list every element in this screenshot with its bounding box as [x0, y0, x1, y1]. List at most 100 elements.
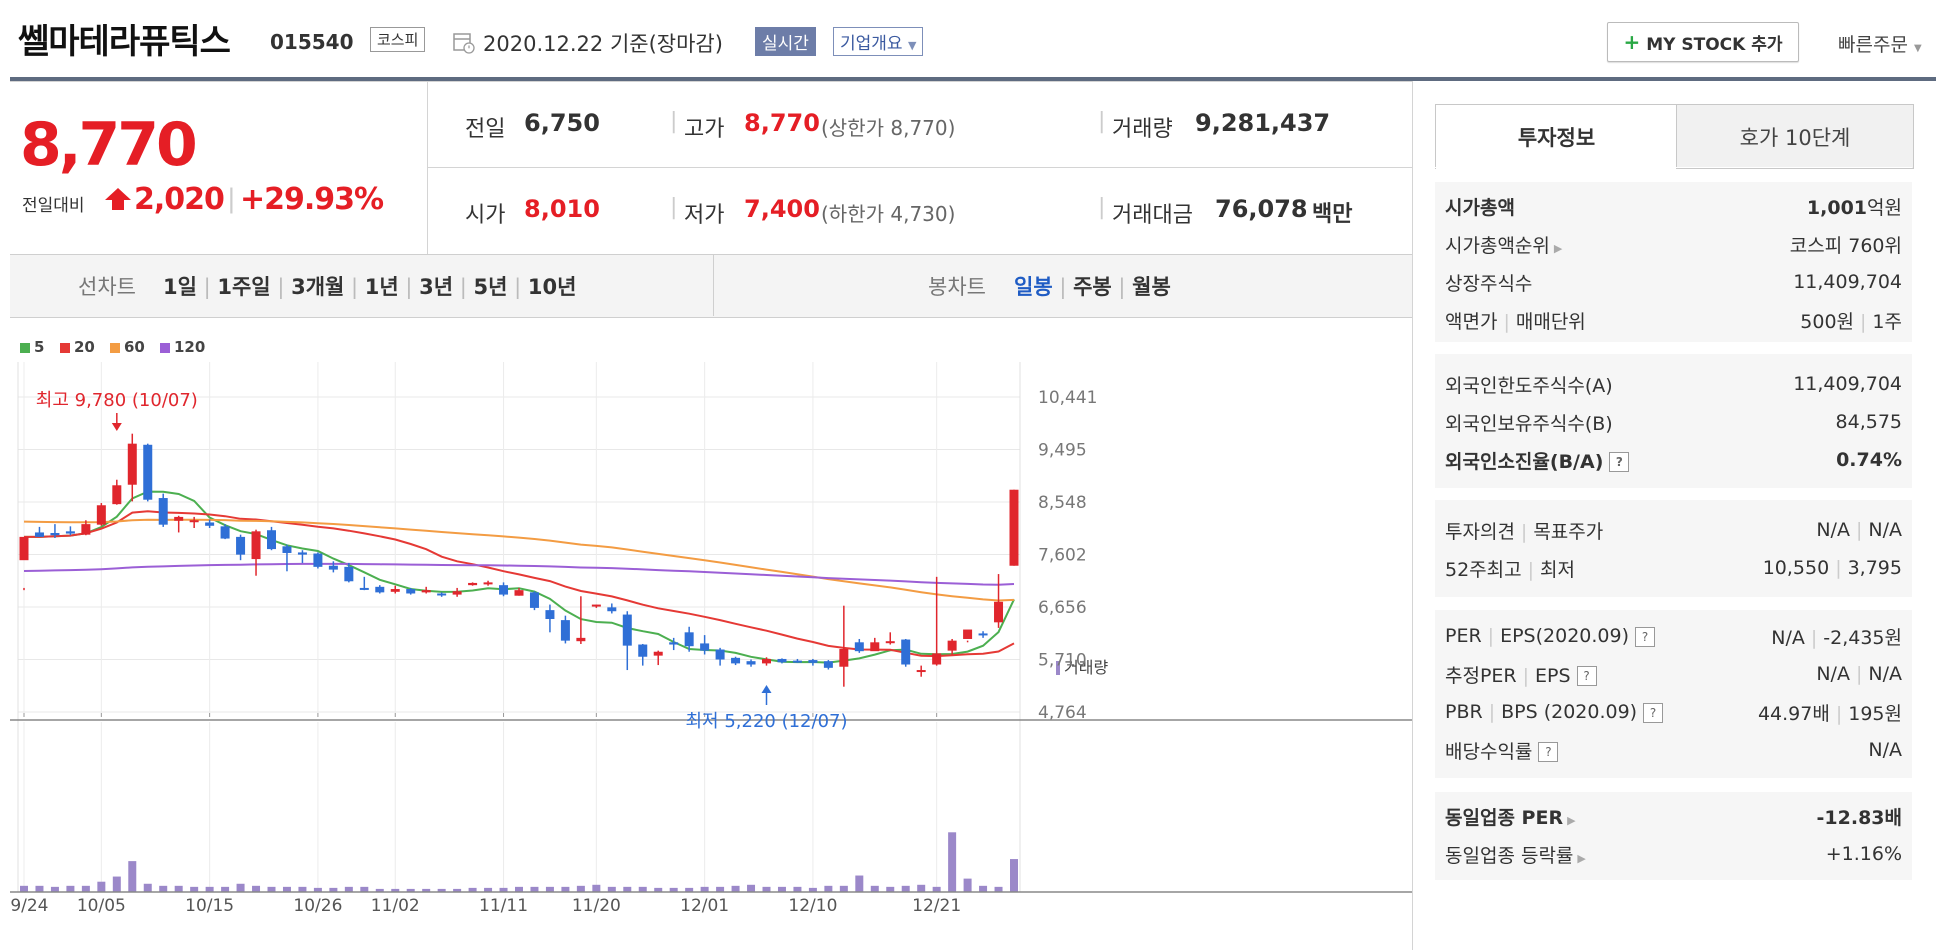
- help-icon[interactable]: ?: [1538, 742, 1559, 762]
- volume-bar: [282, 886, 291, 892]
- company-overview-dropdown[interactable]: 기업개요 ▼: [833, 27, 924, 56]
- period-1d[interactable]: 1일: [163, 275, 197, 299]
- candle: [545, 604, 555, 633]
- chart-axis: 10,441 9,495 8,548 7,602 6,656 5,710 4,764 09/2…: [10, 388, 1412, 916]
- candle: [328, 561, 338, 573]
- candle-body: [174, 516, 184, 521]
- help-icon[interactable]: ?: [1576, 666, 1597, 686]
- volume-bar: [592, 884, 601, 892]
- candle: [483, 580, 493, 586]
- candle: [947, 638, 957, 655]
- candle-period-tabs: 일봉 | 주봉 | 월봉: [1014, 275, 1171, 299]
- amount-label: 거래대금: [1112, 203, 1193, 228]
- candle-monthly[interactable]: 월봉: [1132, 275, 1171, 299]
- line-chart-label: 선차트: [78, 275, 136, 299]
- invest-group-4: [1435, 610, 1912, 778]
- help-icon[interactable]: ?: [1609, 452, 1630, 472]
- change-label: 전일대비: [22, 196, 85, 216]
- candle: [684, 626, 694, 652]
- realtime-button[interactable]: 실시간: [755, 27, 816, 56]
- volume-bar: [607, 886, 616, 892]
- period-10y[interactable]: 10년: [527, 275, 577, 299]
- candle-body: [189, 520, 199, 523]
- candle-body: [297, 552, 307, 555]
- volume-bar: [298, 886, 307, 892]
- candle-body: [978, 633, 988, 636]
- candle: [421, 586, 431, 594]
- quick-order-button[interactable]: 빠른주문 ▼: [1838, 30, 1922, 57]
- candle-body: [1009, 489, 1019, 566]
- period-3m[interactable]: 3개월: [291, 275, 345, 299]
- info-row-face-value: 액면가 | 매매단위 500원 | 1주: [1445, 310, 1902, 333]
- caret-right-icon: ▶: [1553, 241, 1563, 255]
- candle: [560, 615, 570, 644]
- y-tick-label: 5,710: [1038, 651, 1087, 671]
- candle: [607, 603, 617, 614]
- volume-bar: [112, 876, 121, 892]
- candle-body: [437, 593, 447, 596]
- volume-value: 9,281,437: [1195, 109, 1331, 137]
- period-1y[interactable]: 1년: [364, 275, 399, 299]
- help-icon[interactable]: ?: [1643, 702, 1664, 723]
- period-5y[interactable]: 5년: [473, 275, 508, 299]
- candle-body: [359, 587, 369, 590]
- candle: [375, 585, 385, 594]
- period-3y[interactable]: 3년: [419, 275, 454, 299]
- volume-bar: [638, 886, 647, 892]
- candle-body: [390, 589, 400, 592]
- candle-daily[interactable]: 일봉: [1014, 275, 1053, 299]
- candle: [127, 433, 137, 502]
- candle: [777, 658, 787, 664]
- candle-weekly[interactable]: 주봉: [1073, 275, 1112, 299]
- period-1w[interactable]: 1주일: [217, 275, 271, 299]
- legend-swatch-60: [110, 343, 120, 353]
- candle: [297, 550, 307, 563]
- candle-body: [468, 582, 478, 586]
- upper-limit: (상한가 8,770): [821, 116, 956, 140]
- candle: [313, 552, 323, 569]
- candle-body: [638, 644, 648, 657]
- info-row-dividend: 배당수익률? N/A: [1445, 739, 1902, 763]
- candle: [978, 631, 988, 638]
- info-row-sector-per[interactable]: 동일업종 PER ▶ -12.83배: [1445, 806, 1902, 829]
- candle-body: [669, 642, 679, 645]
- candle-body: [19, 536, 29, 561]
- candle-body: [81, 524, 91, 535]
- candle-body: [236, 536, 246, 555]
- candle: [251, 529, 261, 576]
- tab-invest-info[interactable]: 투자정보: [1435, 104, 1678, 169]
- info-row-sector-change[interactable]: 동일업종 등락률 ▶ +1.16%: [1445, 843, 1902, 867]
- volume-bar: [422, 888, 431, 892]
- candle: [390, 585, 400, 594]
- volume-bars: 거래량: [20, 658, 1108, 892]
- volume-bar: [716, 886, 725, 892]
- candle: [916, 665, 926, 677]
- candle: [576, 596, 586, 644]
- info-row-market-cap-rank[interactable]: 시가총액순위 ▶ 코스피 760위: [1445, 234, 1902, 257]
- candle: [731, 656, 741, 666]
- candle: [112, 479, 122, 505]
- volume-bar: [391, 888, 400, 892]
- volume-bar: [252, 885, 261, 892]
- volume-legend-swatch: [1056, 661, 1060, 675]
- x-tick-label: 10/26: [293, 896, 342, 916]
- candle: [65, 526, 75, 536]
- amount-value: 76,078: [1215, 195, 1308, 223]
- market-badge: 코스피: [370, 27, 426, 52]
- candle-body: [916, 670, 926, 673]
- caret-right-icon: ▶: [1577, 851, 1586, 865]
- candle: [189, 516, 199, 529]
- candle: [963, 629, 973, 643]
- candle: [1009, 489, 1019, 566]
- candle: [19, 536, 29, 591]
- y-tick-label: 10,441: [1038, 388, 1097, 408]
- open-value: 8,010: [524, 195, 600, 223]
- stock-chart[interactable]: 5 20 60 120 거래량 10,441 9,495 8,548 7,602 6,656 5…: [10, 317, 1412, 950]
- info-row-foreign-holding: 외국인보유주식수(B) 84,575: [1445, 411, 1902, 435]
- tab-hoga-10[interactable]: 호가 10단계: [1676, 104, 1914, 169]
- change-percent: +29.93%: [240, 182, 384, 217]
- candle-body: [576, 637, 586, 642]
- add-mystock-button[interactable]: + MY STOCK 추가: [1607, 22, 1799, 62]
- candle-body: [823, 661, 833, 668]
- help-icon[interactable]: ?: [1635, 626, 1655, 647]
